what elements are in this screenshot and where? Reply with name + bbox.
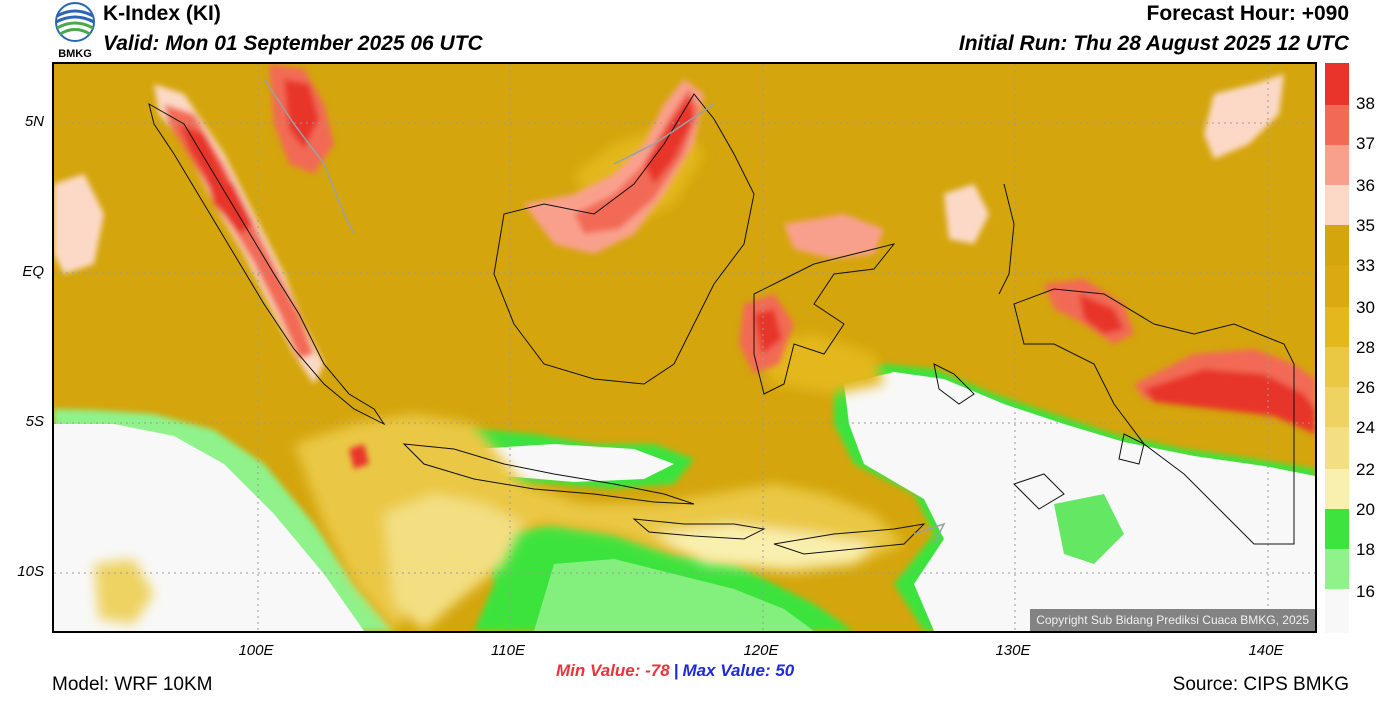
gridlines	[54, 64, 1315, 631]
model-label: Model: WRF 10KM	[52, 674, 213, 695]
lon-label-130e: 130E	[995, 642, 1031, 659]
valid-time: Valid: Mon 01 September 2025 06 UTC	[103, 32, 483, 55]
colorbar-seg-4	[1325, 185, 1349, 225]
lat-label-5s: 5S	[25, 413, 44, 430]
lon-label-110e: 110E	[491, 642, 525, 659]
lon-label-140e: 140E	[1248, 642, 1284, 659]
borders	[263, 78, 946, 545]
colorbar-seg-5	[1325, 225, 1349, 265]
colorbar-label-30: 30	[1356, 298, 1375, 317]
lat-label-eq: EQ	[22, 263, 44, 280]
colorbar-label-26: 26	[1356, 378, 1375, 397]
colorbar-seg-8	[1325, 347, 1349, 387]
colorbar-label-33: 33	[1356, 256, 1375, 275]
colorbar-label-24: 24	[1356, 418, 1375, 437]
colorbar	[1325, 63, 1349, 633]
forecast-hour: Forecast Hour: +090	[1146, 2, 1350, 25]
min-max-values: Min Value: -78 | Max Value: 50	[556, 661, 794, 681]
colorbar-seg-12	[1325, 509, 1349, 549]
colorbar-seg-1	[1325, 63, 1349, 105]
colorbar-label-35: 35	[1356, 216, 1375, 235]
lat-label-10s: 10S	[17, 563, 44, 580]
bmkg-logo: BMKG	[52, 2, 98, 60]
colorbar-seg-14	[1325, 589, 1349, 633]
copyright-text: Copyright Sub Bidang Prediksi Cuaca BMKG…	[1030, 609, 1315, 631]
colorbar-label-20: 20	[1356, 500, 1375, 519]
value-separator: |	[673, 661, 679, 680]
colorbar-seg-9	[1325, 387, 1349, 427]
lon-label-100e: 100E	[238, 642, 274, 659]
colorbar-label-28: 28	[1356, 338, 1375, 357]
colorbar-seg-7	[1325, 307, 1349, 347]
colorbar-label-16: 16	[1356, 582, 1375, 601]
colorbar-seg-3	[1325, 145, 1349, 185]
coastlines	[148, 93, 1295, 555]
colorbar-seg-13	[1325, 549, 1349, 589]
colorbar-label-18: 18	[1356, 540, 1375, 559]
max-value: Max Value: 50	[682, 661, 795, 680]
page-title: K-Index (KI)	[103, 2, 221, 25]
colorbar-label-22: 22	[1356, 460, 1375, 479]
source-label: Source: CIPS BMKG	[1172, 674, 1349, 695]
k-index-map: Copyright Sub Bidang Prediksi Cuaca BMKG…	[52, 62, 1317, 633]
logo-text: BMKG	[58, 48, 92, 60]
lat-label-5n: 5N	[24, 113, 44, 130]
colorbar-seg-10	[1325, 427, 1349, 469]
colorbar-seg-11	[1325, 469, 1349, 509]
colorbar-label-36: 36	[1356, 176, 1375, 195]
high-ki-region	[54, 64, 1315, 469]
colorbar-label-37: 37	[1356, 134, 1375, 153]
colorbar-seg-6	[1325, 265, 1349, 307]
colorbar-label-38: 38	[1356, 94, 1375, 113]
colorbar-seg-2	[1325, 105, 1349, 145]
lon-label-120e: 120E	[743, 642, 779, 659]
initial-run: Initial Run: Thu 28 August 2025 12 UTC	[958, 32, 1349, 55]
min-value: Min Value: -78	[556, 661, 670, 680]
